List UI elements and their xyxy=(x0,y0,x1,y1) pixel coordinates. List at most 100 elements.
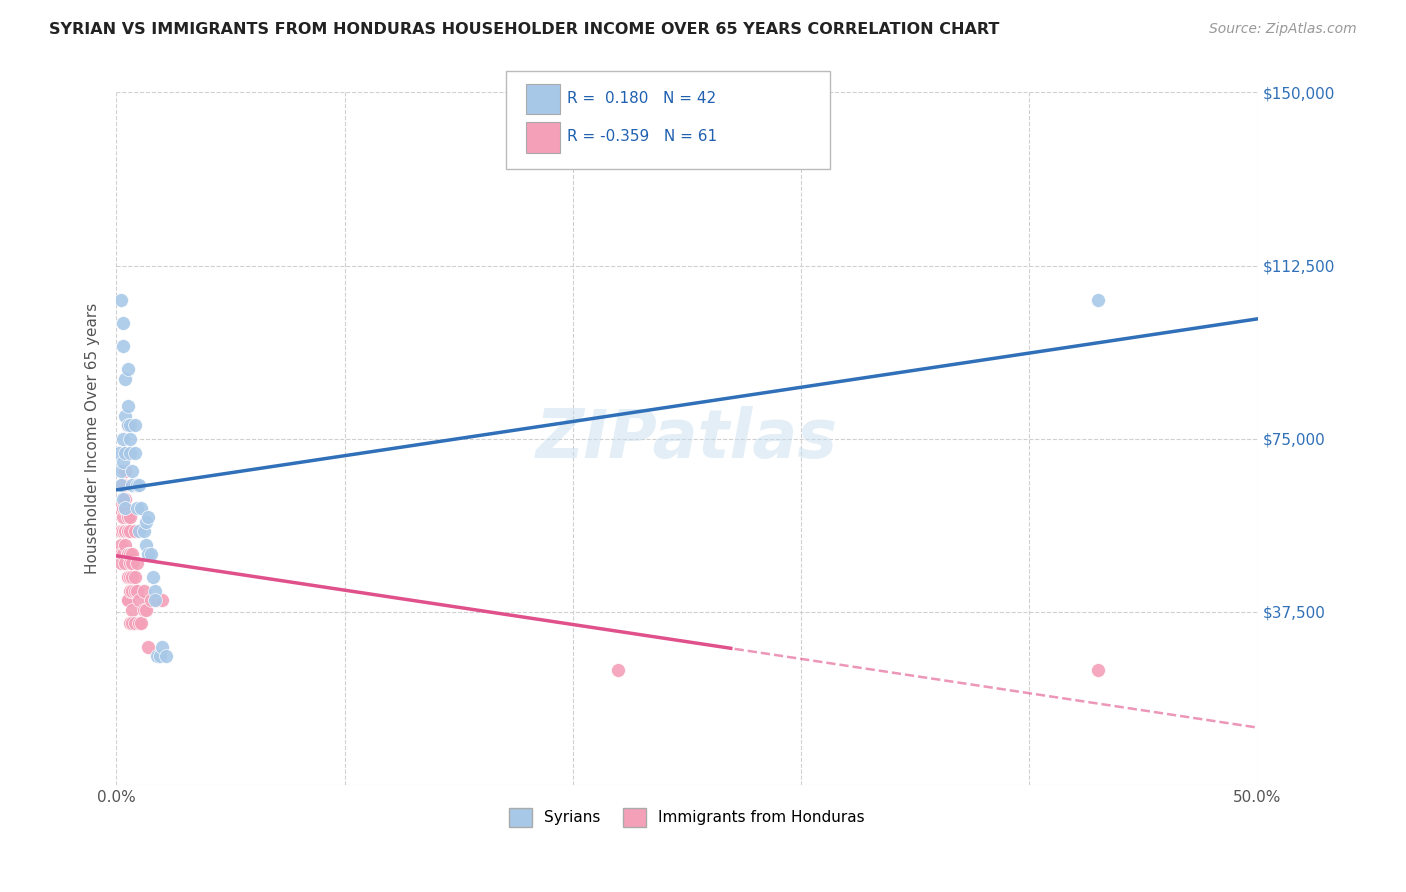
Point xyxy=(121,557,143,571)
Point xyxy=(150,640,173,654)
Point xyxy=(110,524,132,538)
Point xyxy=(118,445,141,459)
Point xyxy=(114,538,136,552)
Point xyxy=(128,593,150,607)
Point xyxy=(117,510,139,524)
Point xyxy=(112,501,135,516)
Point xyxy=(149,648,172,663)
Point xyxy=(131,616,153,631)
Point xyxy=(132,584,155,599)
Point xyxy=(110,464,132,478)
Point xyxy=(117,593,139,607)
Point xyxy=(118,557,141,571)
Y-axis label: Householder Income Over 65 years: Householder Income Over 65 years xyxy=(86,303,100,574)
Point xyxy=(117,524,139,538)
Point xyxy=(114,464,136,478)
Point xyxy=(117,547,139,561)
Point xyxy=(118,524,141,538)
Point xyxy=(607,663,630,677)
Point xyxy=(135,538,157,552)
Point xyxy=(136,640,159,654)
Text: SYRIAN VS IMMIGRANTS FROM HONDURAS HOUSEHOLDER INCOME OVER 65 YEARS CORRELATION : SYRIAN VS IMMIGRANTS FROM HONDURAS HOUSE… xyxy=(49,22,1000,37)
Point xyxy=(112,478,135,492)
Point xyxy=(121,464,143,478)
Point xyxy=(117,570,139,584)
Point xyxy=(142,570,165,584)
Point xyxy=(121,616,143,631)
Text: Source: ZipAtlas.com: Source: ZipAtlas.com xyxy=(1209,22,1357,37)
Text: R = -0.359   N = 61: R = -0.359 N = 61 xyxy=(567,129,717,144)
Point xyxy=(118,432,141,446)
Point xyxy=(112,510,135,524)
Point xyxy=(125,557,148,571)
Point xyxy=(121,547,143,561)
Point xyxy=(150,593,173,607)
Point xyxy=(124,445,146,459)
Point xyxy=(112,547,135,561)
Point xyxy=(114,372,136,386)
Point xyxy=(112,455,135,469)
Point xyxy=(128,616,150,631)
Text: ZIPatlas: ZIPatlas xyxy=(536,406,838,472)
Point xyxy=(124,616,146,631)
Point xyxy=(131,501,153,516)
Point xyxy=(139,547,162,561)
Point xyxy=(121,584,143,599)
Point xyxy=(117,570,139,584)
Point xyxy=(114,491,136,506)
Point xyxy=(114,557,136,571)
Point xyxy=(112,432,135,446)
Point xyxy=(124,584,146,599)
Point xyxy=(118,584,141,599)
Point xyxy=(114,524,136,538)
Point xyxy=(118,616,141,631)
Point xyxy=(118,570,141,584)
Point xyxy=(114,524,136,538)
Point xyxy=(117,524,139,538)
Point xyxy=(114,445,136,459)
Point xyxy=(135,515,157,529)
Point xyxy=(117,547,139,561)
Point xyxy=(125,478,148,492)
Point xyxy=(118,510,141,524)
Point xyxy=(110,547,132,561)
Point xyxy=(132,602,155,616)
Point xyxy=(114,501,136,516)
Point xyxy=(1087,663,1109,677)
Point xyxy=(128,478,150,492)
Point xyxy=(124,524,146,538)
Point xyxy=(132,524,155,538)
Point xyxy=(110,557,132,571)
Point xyxy=(1087,293,1109,308)
Point xyxy=(121,570,143,584)
Point xyxy=(121,602,143,616)
Point xyxy=(146,593,169,607)
Point xyxy=(128,524,150,538)
Point xyxy=(135,602,157,616)
Point xyxy=(125,584,148,599)
Legend: Syrians, Immigrants from Honduras: Syrians, Immigrants from Honduras xyxy=(503,802,872,833)
Point xyxy=(121,478,143,492)
Point xyxy=(139,593,162,607)
Point xyxy=(136,547,159,561)
Point xyxy=(112,339,135,353)
Point xyxy=(112,316,135,330)
Point xyxy=(110,538,132,552)
Point xyxy=(155,648,177,663)
Point xyxy=(117,362,139,376)
Point xyxy=(117,417,139,432)
Point xyxy=(117,417,139,432)
Point xyxy=(117,400,139,414)
Point xyxy=(124,417,146,432)
Point xyxy=(143,584,166,599)
Point xyxy=(118,547,141,561)
Point xyxy=(107,445,129,459)
Point xyxy=(117,593,139,607)
Point xyxy=(114,409,136,423)
Point xyxy=(107,501,129,516)
Point xyxy=(114,445,136,459)
Point xyxy=(110,293,132,308)
Point xyxy=(110,478,132,492)
Text: R =  0.180   N = 42: R = 0.180 N = 42 xyxy=(567,91,716,105)
Point xyxy=(112,501,135,516)
